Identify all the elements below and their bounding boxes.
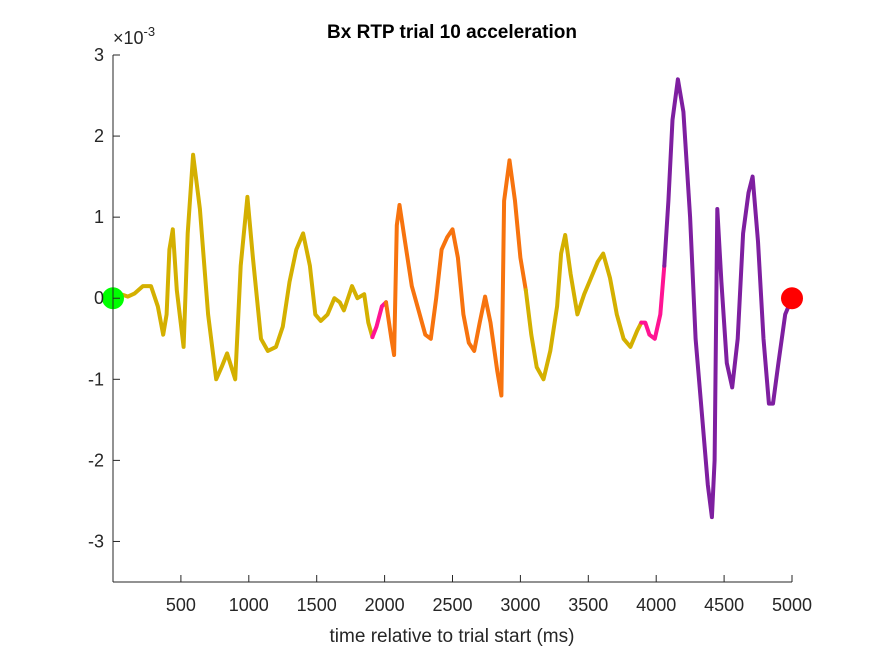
y-tick-label: -2 [88,450,104,470]
series-segment-2 [370,300,388,340]
x-tick-label: 2000 [365,595,405,615]
x-tick-label: 4000 [636,595,676,615]
y-tick-label: 0 [94,288,104,308]
tick-labels: 500 1000 1500 2000 2500 3000 3500 4000 4500 5000 -… [88,45,812,615]
end-marker [781,287,803,310]
axes [112,54,793,583]
series-segment-1 [111,152,375,382]
series-segment-6 [662,77,794,520]
x-tick-label: 3000 [500,595,540,615]
y-tick-label: 3 [94,45,104,65]
x-tick-label: 500 [166,595,196,615]
x-tick-label: 5000 [772,595,812,615]
x-tick-label: 1500 [297,595,337,615]
y-tick-label: 2 [94,126,104,146]
x-tick-label: 1000 [229,595,269,615]
y-exponent-label: ×10-3 [113,24,155,48]
series-segment-5 [639,263,667,341]
plot-lines [111,77,794,520]
y-tick-label: -1 [88,369,104,389]
series-segment-4 [523,233,644,382]
y-tick-label: -3 [88,531,104,551]
y-tick-label: 1 [94,207,104,227]
chart-title: Bx RTP trial 10 acceleration [327,22,577,43]
x-tick-label: 2500 [432,595,472,615]
x-axis-title: time relative to trial start (ms) [330,626,575,647]
series-segment-3 [384,158,528,398]
x-tick-label: 4500 [704,595,744,615]
x-tick-label: 3500 [568,595,608,615]
